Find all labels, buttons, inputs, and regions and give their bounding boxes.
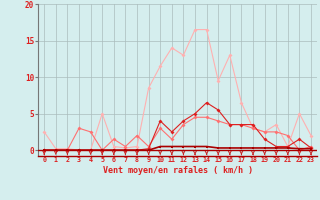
X-axis label: Vent moyen/en rafales ( km/h ): Vent moyen/en rafales ( km/h ): [103, 166, 252, 175]
